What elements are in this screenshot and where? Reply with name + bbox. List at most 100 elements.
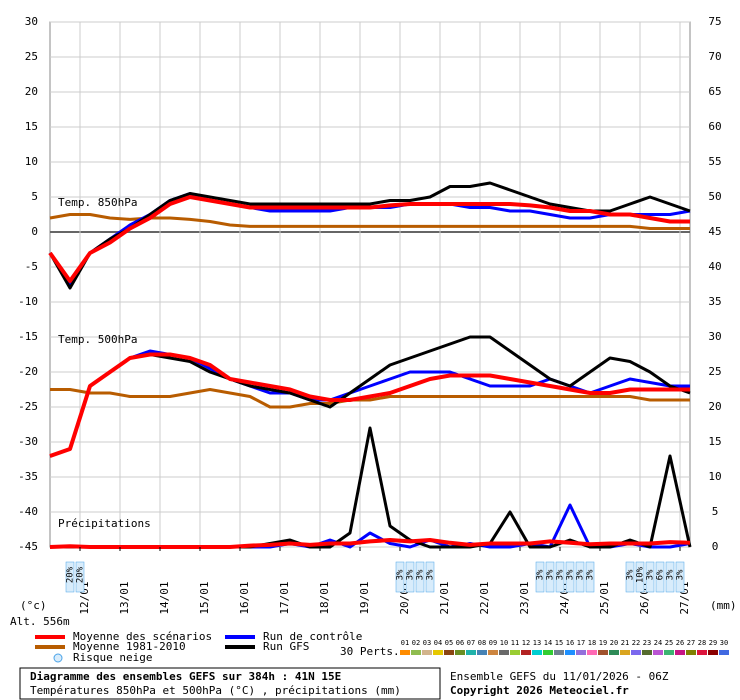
series-line [49, 538, 691, 549]
y-tick-label: 15 [25, 120, 38, 133]
perturbation-label: 15 [555, 639, 563, 647]
labels: 302520151050-5-10-15-20-25-30-35-40-4575… [18, 15, 729, 664]
lines [48, 181, 692, 549]
y-unit: (°c) [20, 599, 47, 612]
y-tick-label: 5 [31, 190, 38, 203]
footer-box [19, 667, 441, 700]
perturbation-swatch [675, 650, 685, 655]
perturbation-label: 25 [665, 639, 673, 647]
perturbation-swatch [587, 650, 597, 655]
perturbation-swatch [510, 650, 520, 655]
perturbation-label: 11 [511, 639, 519, 647]
x-tick-label: 15/01 [198, 581, 211, 614]
perturbation-swatch [576, 650, 586, 655]
series-line [50, 388, 690, 409]
perturbation-label: 16 [566, 639, 574, 647]
perturbation-swatch [620, 650, 630, 655]
snow-risk-label: 3% [646, 569, 656, 580]
annotation: Précipitations [58, 517, 151, 530]
y-tick-label: 30 [25, 15, 38, 28]
y-tick-label: -15 [18, 330, 38, 343]
y2-tick-label: 25 [708, 365, 721, 378]
snow-risk-marker [65, 561, 75, 593]
perturbation-swatch [631, 650, 641, 655]
y2-tick-label: 15 [708, 435, 721, 448]
y-tick-label: -5 [25, 260, 38, 273]
snow-risk-marker [645, 561, 655, 593]
perturbation-swatch [554, 650, 564, 655]
y2-tick-label: 60 [708, 120, 721, 133]
x-tick-label: 17/01 [278, 581, 291, 614]
snow-risk-label: 3% [626, 569, 636, 580]
snow-risk-label: 3% [556, 569, 566, 580]
perturbation-label: 21 [621, 639, 629, 647]
y-tick-label: 0 [31, 225, 38, 238]
y2-tick-label: 50 [708, 190, 721, 203]
perturbation-label: 17 [577, 639, 585, 647]
perturbation-label: 30 [720, 639, 728, 647]
perturbations-label: 30 Perts. [340, 645, 400, 658]
run-info: Ensemble GEFS du 11/01/2026 - 06Z [450, 670, 669, 683]
y-tick-label: 20 [25, 85, 38, 98]
snow-risk-marker [625, 561, 635, 593]
perturbation-label: 14 [544, 639, 552, 647]
perturbation-label: 02 [412, 639, 420, 647]
perturbation-swatch [719, 650, 729, 655]
series-line [49, 352, 690, 458]
y2-tick-label: 65 [708, 85, 721, 98]
y2-tick-label: 20 [708, 400, 721, 413]
snow-risk-marker [575, 561, 585, 593]
perturbation-label: 03 [423, 639, 431, 647]
series-line [48, 195, 690, 283]
snow-risk-marker [415, 561, 425, 593]
grid [50, 21, 690, 548]
perturbation-swatch [433, 650, 443, 655]
perturbation-label: 26 [676, 639, 684, 647]
legend-swatch [53, 653, 63, 663]
perturbation-label: 28 [698, 639, 706, 647]
y2-tick-label: 0 [712, 540, 719, 553]
perturbation-label: 05 [445, 639, 453, 647]
snow-risk-label: 3% [586, 569, 596, 580]
snow-risk-marker [565, 561, 575, 593]
snow-risk-marker [655, 561, 665, 593]
snow-risk-label: 3% [576, 569, 586, 580]
legend-label: Run GFS [263, 640, 309, 653]
legend-label: Moyenne des scénarios [73, 630, 212, 643]
perturbation-label: 12 [522, 639, 530, 647]
x-tick-label: 21/01 [438, 581, 451, 614]
y2-tick-label: 10 [708, 470, 721, 483]
snow-risk-marker [535, 561, 545, 593]
perturbation-label: 19 [599, 639, 607, 647]
snow-risk-label: 6% [656, 569, 666, 580]
perturbation-swatch [466, 650, 476, 655]
x-tick-label: 18/01 [318, 581, 331, 614]
perturbation-swatch [653, 650, 663, 655]
perturbation-swatch [422, 650, 432, 655]
snow-risk-marker [665, 561, 675, 593]
x-tick-label: 23/01 [518, 581, 531, 614]
snow-risk-marker [545, 561, 555, 593]
series-line [49, 213, 690, 230]
y2-tick-label: 30 [708, 330, 721, 343]
y2-unit: (mm) [710, 599, 737, 612]
snow-risk-marker [675, 561, 685, 593]
snow-risk-label: 3% [426, 569, 436, 580]
snow-risk-label: 3% [406, 569, 416, 580]
snow-risk-label: 20% [66, 566, 76, 583]
y2-tick-label: 45 [708, 225, 721, 238]
perturbation-label: 04 [434, 639, 442, 647]
snow-risk-label: 3% [396, 569, 406, 580]
annotation: Temp. 850hPa [58, 196, 137, 209]
x-tick-label: 14/01 [158, 581, 171, 614]
y2-tick-label: 40 [708, 260, 721, 273]
perturbation-label: 08 [478, 639, 486, 647]
snow-risk-marker [635, 561, 645, 593]
snow-risk-marker [425, 561, 435, 593]
snow-risk-label: 3% [536, 569, 546, 580]
y-tick-label: -30 [18, 435, 38, 448]
x-tick-label: 22/01 [478, 581, 491, 614]
perturbation-swatch [488, 650, 498, 655]
perturbation-label: 22 [632, 639, 640, 647]
